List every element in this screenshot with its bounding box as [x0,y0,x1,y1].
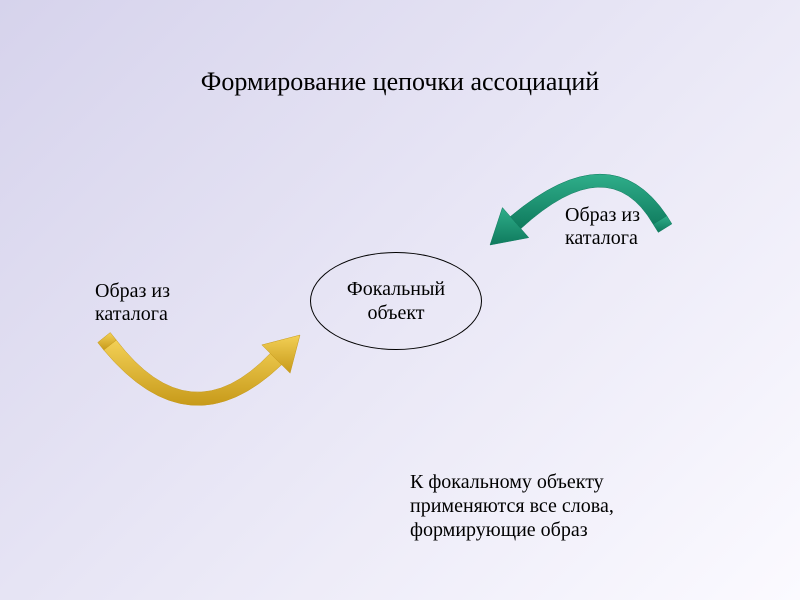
focal-object-node: Фокальный объект [310,252,482,350]
slide-caption-line1: К фокальному объекту [410,471,604,493]
slide-caption: К фокальному объекту применяются все сло… [410,470,614,542]
focal-object-label-line1: Фокальный [347,278,445,300]
focal-object-label: Фокальный объект [347,277,445,325]
slide-caption-line2: применяются все слова, [410,495,614,517]
slide-caption-line3: формирующие образ [410,519,588,541]
arrow-right-icon [440,90,710,295]
focal-object-label-line2: объект [367,302,424,324]
slide: Формирование цепочки ассоциаций Образ из… [0,0,800,600]
arrow-left-icon [60,285,350,495]
